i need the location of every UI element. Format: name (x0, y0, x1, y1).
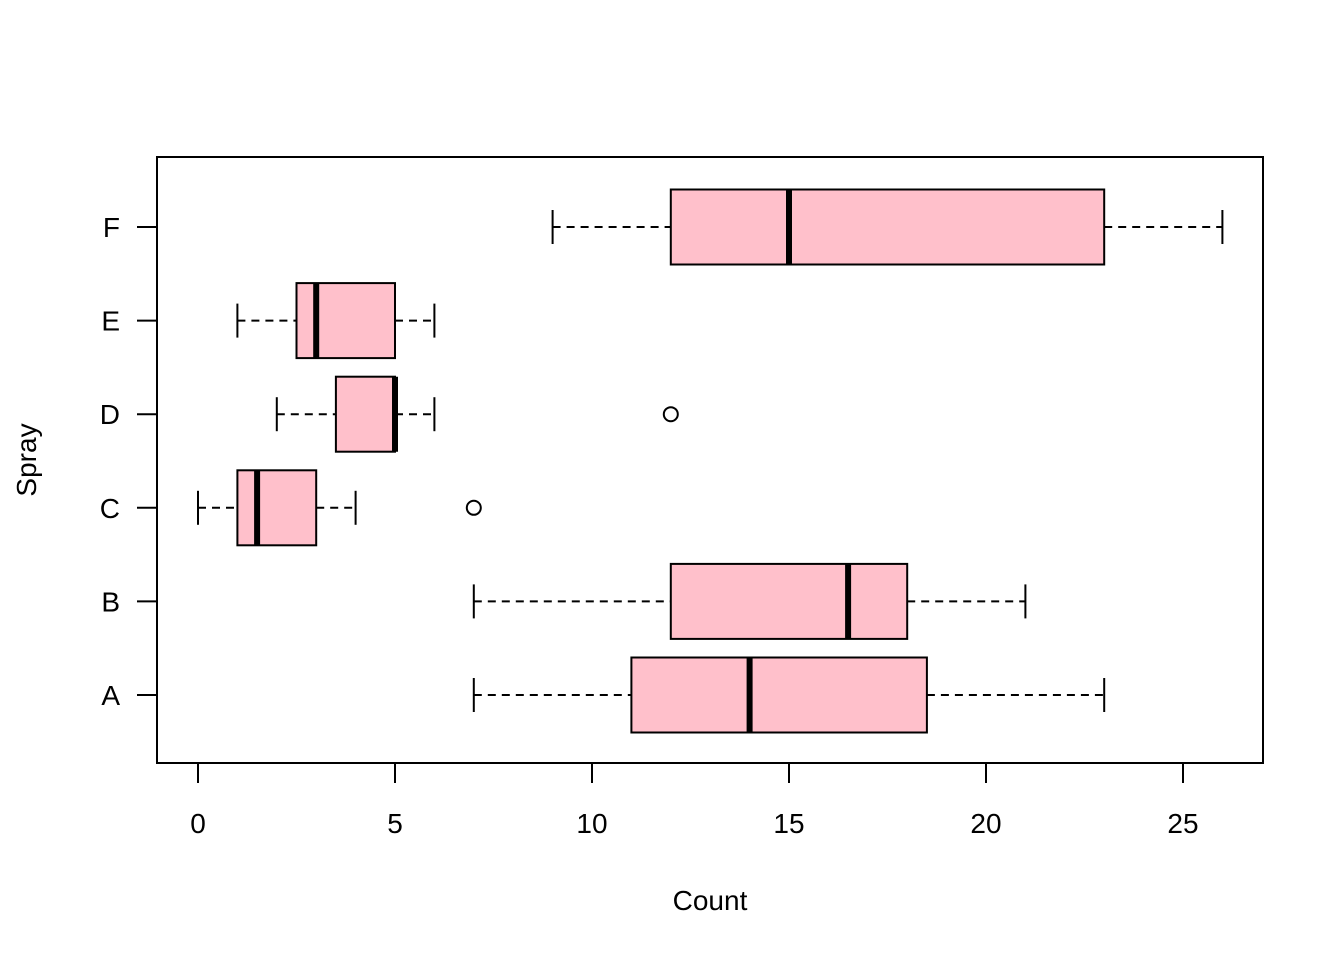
x-tick-label-15: 15 (773, 808, 804, 839)
y-tick-label-E: E (101, 306, 120, 337)
y-tick-label-D: D (100, 399, 120, 430)
y-axis-title: Spray (11, 423, 42, 496)
x-tick-label-5: 5 (387, 808, 403, 839)
outlier-point-C (465, 499, 482, 516)
box-C (236, 469, 318, 547)
x-tick-label-10: 10 (576, 808, 607, 839)
x-tick-label-0: 0 (190, 808, 206, 839)
chart-marks: 0 5 10 15 20 25 A B C D E F (100, 188, 1224, 839)
y-tick-label-A: A (101, 680, 120, 711)
y-tick-label-C: C (100, 493, 120, 524)
x-tick-label-25: 25 (1167, 808, 1198, 839)
box-A (630, 656, 928, 734)
box-F (669, 188, 1106, 266)
box-D (334, 375, 396, 453)
x-axis-title: Count (673, 885, 748, 916)
y-tick-label-B: B (101, 586, 120, 617)
y-tick-label-F: F (103, 212, 120, 243)
outlier-point-D (662, 406, 679, 423)
box-B (669, 562, 909, 640)
x-tick-label-20: 20 (970, 808, 1001, 839)
box-E (295, 282, 396, 360)
